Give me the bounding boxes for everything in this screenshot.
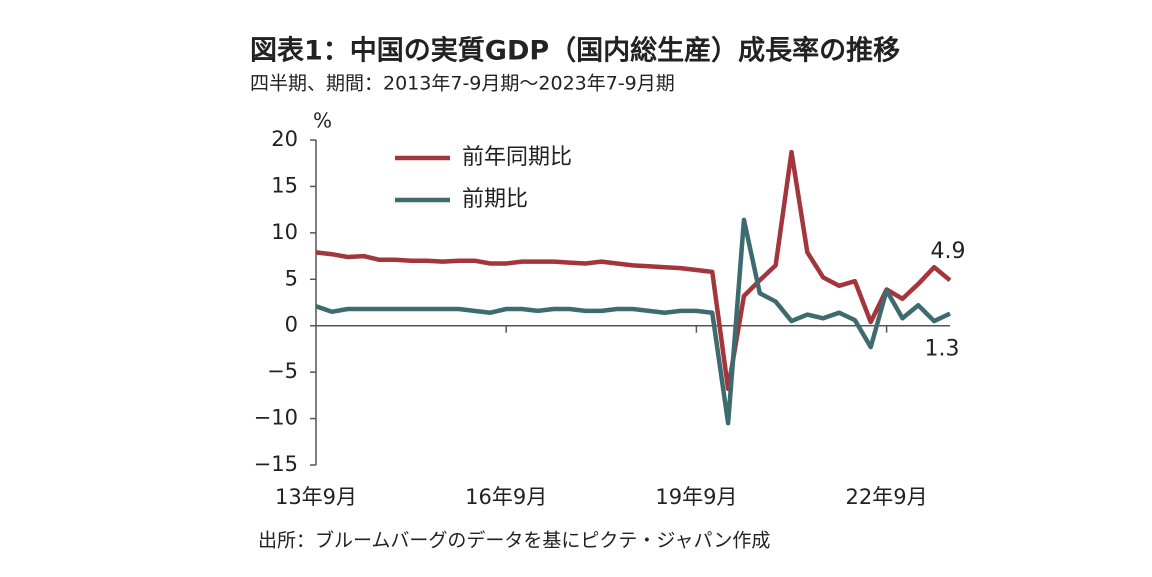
source-note: 出所：ブルームバーグのデータを基にピクテ・ジャパン作成	[258, 529, 770, 552]
chart-subtitle: 四半期、期間：2013年7-9月期～2023年7-9月期	[250, 73, 675, 95]
y-tick-label: −15	[254, 452, 298, 476]
legend-label: 前期比	[462, 187, 528, 212]
chart-title: 図表1：中国の実質GDP（国内総生産）成長率の推移	[250, 35, 900, 67]
y-tick-label: 20	[271, 127, 298, 151]
data-label: 4.9	[931, 239, 966, 264]
y-axis-label: %	[313, 109, 332, 133]
x-tick-label: 22年9月	[846, 485, 928, 509]
x-tick-label: 19年9月	[655, 485, 737, 509]
series-line	[315, 149, 952, 392]
y-tick-label: 0	[285, 313, 298, 337]
y-tick-label: 15	[271, 173, 298, 197]
legend-label: 前年同期比	[462, 145, 572, 170]
y-tick-label: 10	[271, 220, 298, 244]
series-line	[315, 217, 951, 426]
y-tick-label: 5	[285, 266, 298, 290]
x-tick-label: 16年9月	[465, 485, 547, 509]
x-tick-label: 13年9月	[275, 485, 357, 509]
y-tick-label: −5	[267, 359, 298, 383]
y-tick-label: −10	[254, 406, 298, 430]
data-label: 1.3	[925, 337, 960, 362]
